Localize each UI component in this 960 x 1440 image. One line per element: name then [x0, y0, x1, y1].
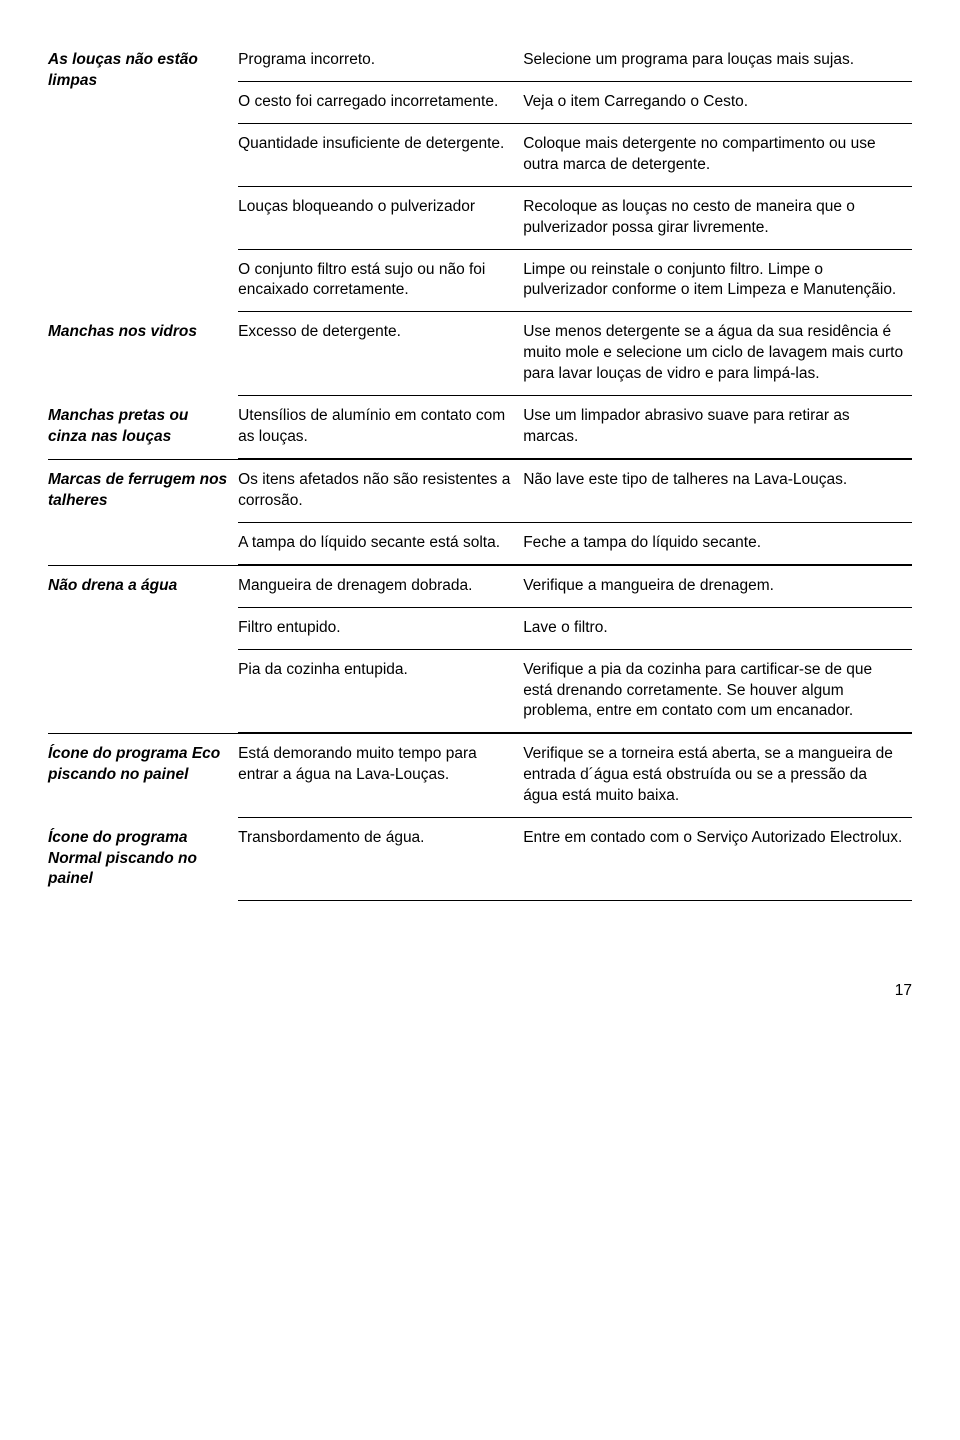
table-row: Ícone do programa Normal piscando no pai… [48, 818, 912, 901]
solution-cell: Verifique se a torneira está aberta, se … [523, 734, 912, 818]
table-row: Manchas pretas ou cinza nas louçasUtensí… [48, 396, 912, 459]
cause-cell: O cesto foi carregado incorretamente. [238, 81, 523, 123]
solution-cell: Feche a tampa do líquido secante. [523, 522, 912, 564]
cause-cell: Louças bloqueando o pulverizador [238, 186, 523, 249]
solution-cell: Não lave este tipo de talheres na Lava-L… [523, 459, 912, 522]
solution-cell: Use menos detergente se a água da sua re… [523, 312, 912, 396]
cause-cell: Mangueira de drenagem dobrada. [238, 565, 523, 607]
cause-cell: Transbordamento de água. [238, 818, 523, 901]
problem-cell: Manchas pretas ou cinza nas louças [48, 396, 238, 459]
problem-cell: Marcas de ferrugem nos talheres [48, 459, 238, 564]
solution-cell: Use um limpador abrasivo suave para reti… [523, 396, 912, 459]
problem-cell: Ícone do programa Normal piscando no pai… [48, 818, 238, 901]
solution-cell: Verifique a pia da cozinha para cartific… [523, 649, 912, 733]
solution-cell: Recoloque as louças no cesto de maneira … [523, 186, 912, 249]
table-row: Marcas de ferrugem nos talheresOs itens … [48, 459, 912, 522]
problem-cell: Manchas nos vidros [48, 312, 238, 396]
cause-cell: Filtro entupido. [238, 607, 523, 649]
solution-cell: Limpe ou reinstale o conjunto filtro. Li… [523, 249, 912, 312]
solution-cell: Lave o filtro. [523, 607, 912, 649]
cause-cell: O conjunto filtro está sujo ou não foi e… [238, 249, 523, 312]
cause-cell: Utensílios de alumínio em contato com as… [238, 396, 523, 459]
problem-cell: As louças não estão limpas [48, 40, 238, 312]
cause-cell: A tampa do líquido secante está solta. [238, 522, 523, 564]
problem-cell: Não drena a água [48, 565, 238, 733]
solution-cell: Coloque mais detergente no compartimento… [523, 123, 912, 186]
solution-cell: Veja o item Carregando o Cesto. [523, 81, 912, 123]
cause-cell: Pia da cozinha entupida. [238, 649, 523, 733]
table-row: As louças não estão limpasPrograma incor… [48, 40, 912, 81]
cause-cell: Os itens afetados não são resistentes a … [238, 459, 523, 522]
cause-cell: Quantidade insuficiente de detergente. [238, 123, 523, 186]
cause-cell: Excesso de detergente. [238, 312, 523, 396]
troubleshoot-table: As louças não estão limpasPrograma incor… [48, 40, 912, 901]
solution-cell: Verifique a mangueira de drenagem. [523, 565, 912, 607]
solution-cell: Selecione um programa para louças mais s… [523, 40, 912, 81]
page-number: 17 [48, 981, 912, 1002]
problem-cell: Ícone do programa Eco piscando no painel [48, 734, 238, 818]
table-row: Manchas nos vidrosExcesso de detergente.… [48, 312, 912, 396]
table-row: Ícone do programa Eco piscando no painel… [48, 734, 912, 818]
cause-cell: Está demorando muito tempo para entrar a… [238, 734, 523, 818]
solution-cell: Entre em contado com o Serviço Autorizad… [523, 818, 912, 901]
cause-cell: Programa incorreto. [238, 40, 523, 81]
table-row: Não drena a águaMangueira de drenagem do… [48, 565, 912, 607]
